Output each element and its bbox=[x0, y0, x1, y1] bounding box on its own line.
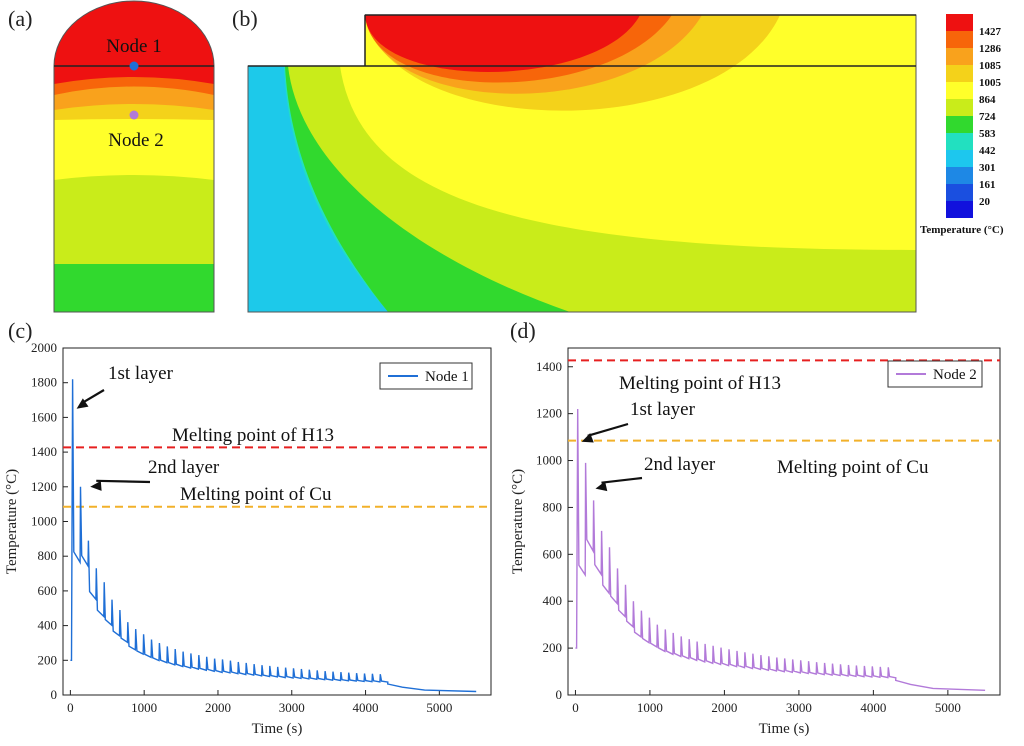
colorbar-label: 583 bbox=[979, 128, 996, 140]
colorbar-swatch bbox=[946, 201, 973, 218]
panel-label-a: (a) bbox=[8, 6, 32, 31]
y-axis-label: Temperature (°C) bbox=[4, 469, 20, 574]
x-tick-label: 1000 bbox=[637, 700, 663, 715]
x-axis-label: Time (s) bbox=[252, 721, 303, 737]
legend-entry: Node 1 bbox=[425, 369, 469, 385]
colorbar-swatch bbox=[946, 150, 973, 167]
annotation-label: 2nd layer bbox=[644, 454, 716, 475]
colorbar-label: 724 bbox=[979, 111, 996, 123]
y-tick-label: 0 bbox=[51, 687, 58, 702]
panel-b-contour bbox=[247, 14, 917, 313]
y-tick-label: 600 bbox=[38, 583, 58, 598]
y-tick-label: 1400 bbox=[536, 359, 562, 374]
colorbar-swatch bbox=[946, 31, 973, 48]
colorbar: 1427 1286 1085 1005 864 724 583 442 301 161 20 bbox=[946, 14, 1002, 218]
colorbar-swatch bbox=[946, 184, 973, 201]
colorbar-label: 864 bbox=[979, 94, 996, 106]
panel-label: (d) bbox=[510, 318, 536, 343]
colorbar-swatch bbox=[946, 167, 973, 184]
x-tick-label: 3000 bbox=[279, 700, 305, 715]
colorbar-swatch bbox=[946, 14, 973, 31]
colorbar-swatch bbox=[946, 82, 973, 99]
colorbar-swatch bbox=[946, 133, 973, 150]
y-tick-label: 1000 bbox=[31, 514, 57, 529]
reference-line-label: Melting point of H13 bbox=[619, 373, 781, 394]
colorbar-swatch bbox=[946, 48, 973, 65]
annotation-label: 1st layer bbox=[630, 399, 696, 420]
annotation-arrowhead bbox=[90, 480, 102, 491]
panel-label: (c) bbox=[8, 318, 32, 343]
colorbar-label: 442 bbox=[979, 145, 996, 157]
y-tick-label: 1600 bbox=[31, 409, 57, 424]
legend-entry: Node 2 bbox=[933, 367, 977, 383]
colorbar-label: 301 bbox=[979, 162, 996, 174]
node-2-marker bbox=[129, 110, 139, 120]
plot-frame bbox=[62, 347, 492, 696]
y-tick-label: 1400 bbox=[31, 444, 57, 459]
x-tick-label: 1000 bbox=[131, 700, 157, 715]
colorbar-swatch bbox=[946, 99, 973, 116]
colorbar-label: 20 bbox=[979, 196, 991, 208]
series-line bbox=[575, 408, 986, 691]
x-tick-label: 4000 bbox=[860, 700, 886, 715]
node-1-marker bbox=[129, 61, 139, 71]
colorbar-swatch bbox=[946, 65, 973, 82]
y-tick-label: 600 bbox=[543, 546, 563, 561]
reference-line-label: Melting point of Cu bbox=[777, 457, 929, 478]
colorbar-title: Temperature (°C) bbox=[920, 224, 1004, 236]
y-axis-label: Temperature (°C) bbox=[510, 469, 526, 574]
reference-line-label: Melting point of Cu bbox=[180, 484, 332, 505]
annotation-label: 1st layer bbox=[108, 363, 174, 384]
colorbar-label: 1286 bbox=[979, 43, 1002, 55]
annotation-arrowhead bbox=[595, 481, 608, 492]
x-tick-label: 3000 bbox=[786, 700, 812, 715]
y-tick-label: 200 bbox=[38, 652, 58, 667]
reference-line-label: Melting point of H13 bbox=[172, 425, 334, 446]
x-tick-label: 5000 bbox=[426, 700, 452, 715]
panel-a-contour bbox=[53, 0, 215, 313]
x-tick-label: 5000 bbox=[935, 700, 961, 715]
annotation-arrow bbox=[601, 476, 643, 484]
colorbar-swatch bbox=[946, 116, 973, 133]
y-tick-label: 400 bbox=[543, 593, 563, 608]
colorbar-label: 1427 bbox=[979, 26, 1002, 38]
annotation-arrow bbox=[587, 422, 629, 437]
series-line bbox=[70, 379, 477, 693]
y-tick-label: 800 bbox=[543, 499, 563, 514]
panel-label-b: (b) bbox=[232, 6, 258, 31]
y-tick-label: 0 bbox=[556, 687, 563, 702]
y-tick-label: 1200 bbox=[31, 479, 57, 494]
plot-frame bbox=[567, 347, 1001, 696]
y-tick-label: 800 bbox=[38, 548, 58, 563]
x-axis-label: Time (s) bbox=[759, 721, 810, 737]
x-tick-label: 2000 bbox=[711, 700, 737, 715]
colorbar-label: 1005 bbox=[979, 77, 1002, 89]
annotation-arrowhead bbox=[76, 398, 89, 409]
x-tick-label: 0 bbox=[572, 700, 579, 715]
x-tick-label: 0 bbox=[67, 700, 74, 715]
y-tick-label: 1000 bbox=[536, 453, 562, 468]
annotation-arrow bbox=[96, 479, 151, 484]
y-tick-label: 2000 bbox=[31, 340, 57, 355]
x-tick-label: 2000 bbox=[205, 700, 231, 715]
annotation-arrow bbox=[82, 389, 105, 404]
y-tick-label: 1200 bbox=[536, 406, 562, 421]
chart-d: (d) 0 200 400 600 800 1000 1200 1400 0 1000 2000 300… bbox=[510, 318, 1001, 737]
node-2-label: Node 2 bbox=[108, 130, 163, 151]
y-tick-label: 400 bbox=[38, 618, 58, 633]
y-tick-label: 1800 bbox=[31, 375, 57, 390]
colorbar-label: 161 bbox=[979, 179, 996, 191]
annotation-label: 2nd layer bbox=[148, 457, 220, 478]
colorbar-label: 1085 bbox=[979, 60, 1002, 72]
node-1-label: Node 1 bbox=[106, 36, 161, 57]
chart-c: (c) 0 200 400 600 800 1000 1200 1400 1600 1800 2000… bbox=[4, 318, 492, 737]
y-tick-label: 200 bbox=[543, 640, 563, 655]
x-tick-label: 4000 bbox=[353, 700, 379, 715]
annotation-arrowhead bbox=[581, 433, 594, 443]
